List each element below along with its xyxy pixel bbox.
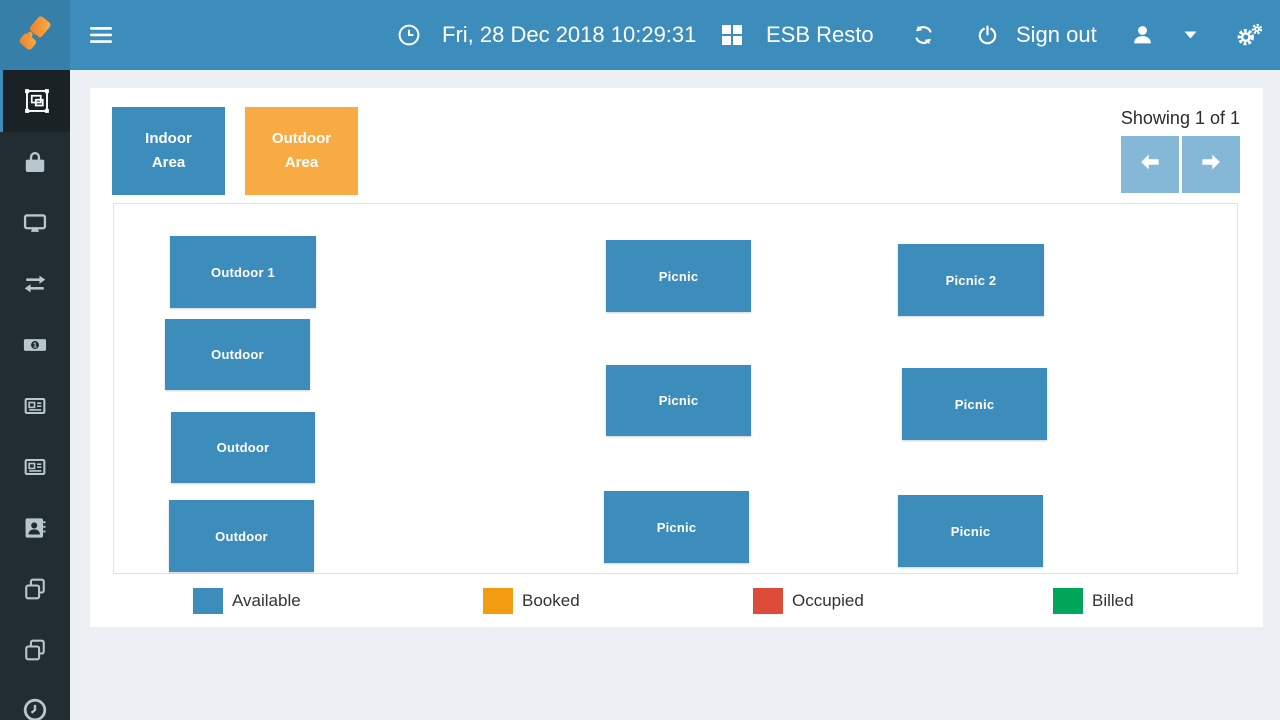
clock-icon <box>397 23 421 47</box>
floor-table[interactable]: Outdoor <box>169 500 314 572</box>
sidebar-item-customers[interactable] <box>0 497 70 558</box>
sidebar-item-report-2[interactable] <box>0 436 70 497</box>
arrow-right-icon <box>1198 149 1224 180</box>
indoor-area-tab[interactable]: Indoor Area <box>112 107 225 195</box>
copy-icon <box>21 575 49 603</box>
floor-table[interactable]: Picnic <box>606 365 751 436</box>
hamburger-menu-button[interactable] <box>90 27 112 44</box>
arrow-left-icon <box>1137 149 1163 180</box>
legend-item-booked: Booked <box>483 588 580 614</box>
sidebar: 1 <box>0 0 70 720</box>
sidebar-item-floor-layout[interactable] <box>0 70 70 132</box>
floor-table[interactable]: Picnic <box>902 368 1047 440</box>
sidebar-item-pos[interactable] <box>0 193 70 254</box>
app-logo[interactable] <box>0 0 70 70</box>
main-content: Indoor Area Outdoor Area Showing 1 of 1 <box>70 70 1280 720</box>
top-navbar: Fri, 28 Dec 2018 10:29:31 ESB Resto <box>70 0 1280 70</box>
clock-icon <box>21 696 49 720</box>
legend-label: Available <box>232 591 301 610</box>
legend-item-available: Available <box>193 588 301 614</box>
legend-swatch-available <box>193 588 223 614</box>
floor-table[interactable]: Picnic <box>898 495 1043 567</box>
puzzle-logo-icon <box>12 10 58 61</box>
sidebar-item-transfer[interactable] <box>0 254 70 315</box>
sidebar-item-history[interactable] <box>0 680 70 720</box>
floor-table[interactable]: Picnic <box>604 491 749 563</box>
legend-swatch-booked <box>483 588 513 614</box>
floor-layout-icon <box>22 86 52 116</box>
outdoor-area-tab[interactable]: Outdoor Area <box>245 107 358 195</box>
transfer-arrows-icon <box>21 270 49 298</box>
prev-page-button[interactable] <box>1121 136 1179 193</box>
floor-table[interactable]: Picnic 2 <box>898 244 1044 316</box>
floor-plan-canvas: Outdoor 1 Outdoor Outdoor Outdoor Picnic… <box>113 203 1238 574</box>
sidebar-item-copy-2[interactable] <box>0 619 70 680</box>
legend-item-billed: Billed <box>1053 588 1134 614</box>
user-avatar-icon[interactable] <box>1131 24 1154 47</box>
monitor-icon <box>21 209 49 237</box>
floor-table[interactable]: Outdoor 1 <box>170 236 316 308</box>
caret-down-icon[interactable] <box>1184 31 1197 39</box>
money-icon: 1 <box>21 331 49 359</box>
settings-gears-icon[interactable] <box>1234 22 1264 48</box>
sidebar-item-copy-1[interactable] <box>0 558 70 619</box>
sidebar-menu: 1 <box>0 70 70 720</box>
pagination-status: Showing 1 of 1 <box>1120 108 1240 128</box>
power-icon[interactable] <box>976 24 999 47</box>
sidebar-item-orders[interactable] <box>0 132 70 193</box>
grid-icon <box>722 25 742 45</box>
legend-label: Occupied <box>792 591 864 610</box>
sidebar-item-report-1[interactable] <box>0 376 70 437</box>
legend-label: Booked <box>522 591 580 610</box>
sign-out-button[interactable]: Sign out <box>1016 22 1097 47</box>
floor-table[interactable]: Outdoor <box>171 412 315 483</box>
newspaper-icon <box>21 453 49 481</box>
sidebar-item-cash[interactable]: 1 <box>0 315 70 376</box>
legend-item-occupied: Occupied <box>753 588 864 614</box>
shopping-bag-icon <box>21 148 49 176</box>
floor-plan-card: Indoor Area Outdoor Area Showing 1 of 1 <box>90 88 1263 627</box>
legend-swatch-billed <box>1053 588 1083 614</box>
legend-label: Billed <box>1092 591 1134 610</box>
copy-icon <box>21 636 49 664</box>
address-book-icon <box>21 514 49 542</box>
svg-text:1: 1 <box>33 341 37 350</box>
newspaper-icon <box>21 392 49 420</box>
next-page-button[interactable] <box>1182 136 1240 193</box>
refresh-button[interactable] <box>912 24 935 47</box>
floor-table[interactable]: Picnic <box>606 240 751 312</box>
legend-swatch-occupied <box>753 588 783 614</box>
restaurant-name: ESB Resto <box>766 22 874 47</box>
datetime-display: Fri, 28 Dec 2018 10:29:31 <box>442 22 697 47</box>
floor-table[interactable]: Outdoor <box>165 319 310 390</box>
